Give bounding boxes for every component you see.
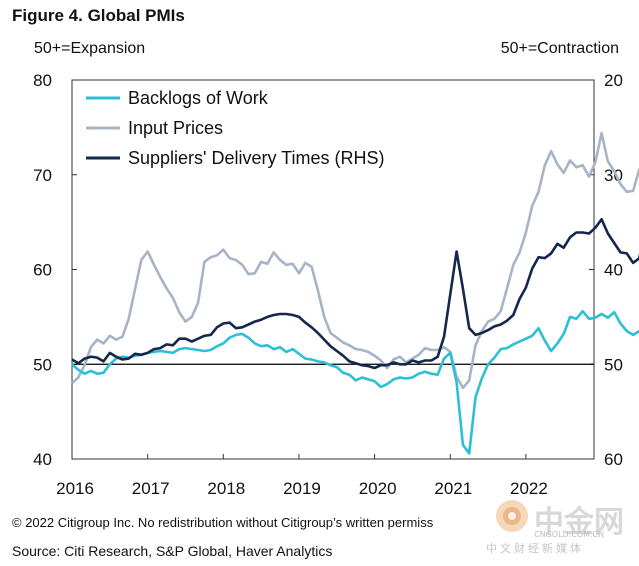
watermark-logo-icon <box>496 500 528 532</box>
right-axis-tick-label: 20 <box>604 71 623 90</box>
left-axis-tick-label: 60 <box>33 261 52 280</box>
x-axis-tick-label: 2017 <box>132 479 170 498</box>
source-note: Source: Citi Research, S&P Global, Haver… <box>12 543 333 559</box>
left-axis-tick-label: 50 <box>33 355 52 374</box>
left-axis-tick-label: 80 <box>33 71 52 90</box>
right-axis-note: 50+=Contraction <box>500 40 619 57</box>
legend-label-suppliers: Suppliers' Delivery Times (RHS) <box>128 148 385 168</box>
copyright-note: © 2022 Citigroup Inc. No redistribution … <box>12 515 434 530</box>
legend-label-backlogs: Backlogs of Work <box>128 88 269 108</box>
right-axis-tick-label: 40 <box>604 261 623 280</box>
x-axis-tick-label: 2018 <box>207 479 245 498</box>
x-axis-tick-label: 2021 <box>434 479 472 498</box>
left-axis-note: 50+=Expansion <box>34 40 146 57</box>
watermark-tagline: 中文财经新媒体 <box>486 542 584 555</box>
series-line-input <box>71 131 639 390</box>
watermark-site: CNGOLD.COM.CN <box>534 530 605 539</box>
x-axis-tick-label: 2020 <box>359 479 397 498</box>
watermark-brand: 中金网 <box>534 505 624 540</box>
legend: Backlogs of Work Input Prices Suppliers'… <box>86 88 385 168</box>
x-axis-tick-label: 2022 <box>510 479 548 498</box>
series-line-backlogs <box>71 309 639 455</box>
chart-title: Figure 4. Global PMIs <box>12 6 185 25</box>
legend-label-input-prices: Input Prices <box>128 118 223 138</box>
x-axis-tick-label: 2016 <box>56 479 94 498</box>
series-line-suppliers <box>71 218 639 370</box>
x-axis-tick-label: 2019 <box>283 479 321 498</box>
left-axis-tick-label: 40 <box>33 450 52 469</box>
right-axis-tick-label: 60 <box>604 450 623 469</box>
left-axis-tick-label: 70 <box>33 166 52 185</box>
right-axis-tick-label: 50 <box>604 355 623 374</box>
